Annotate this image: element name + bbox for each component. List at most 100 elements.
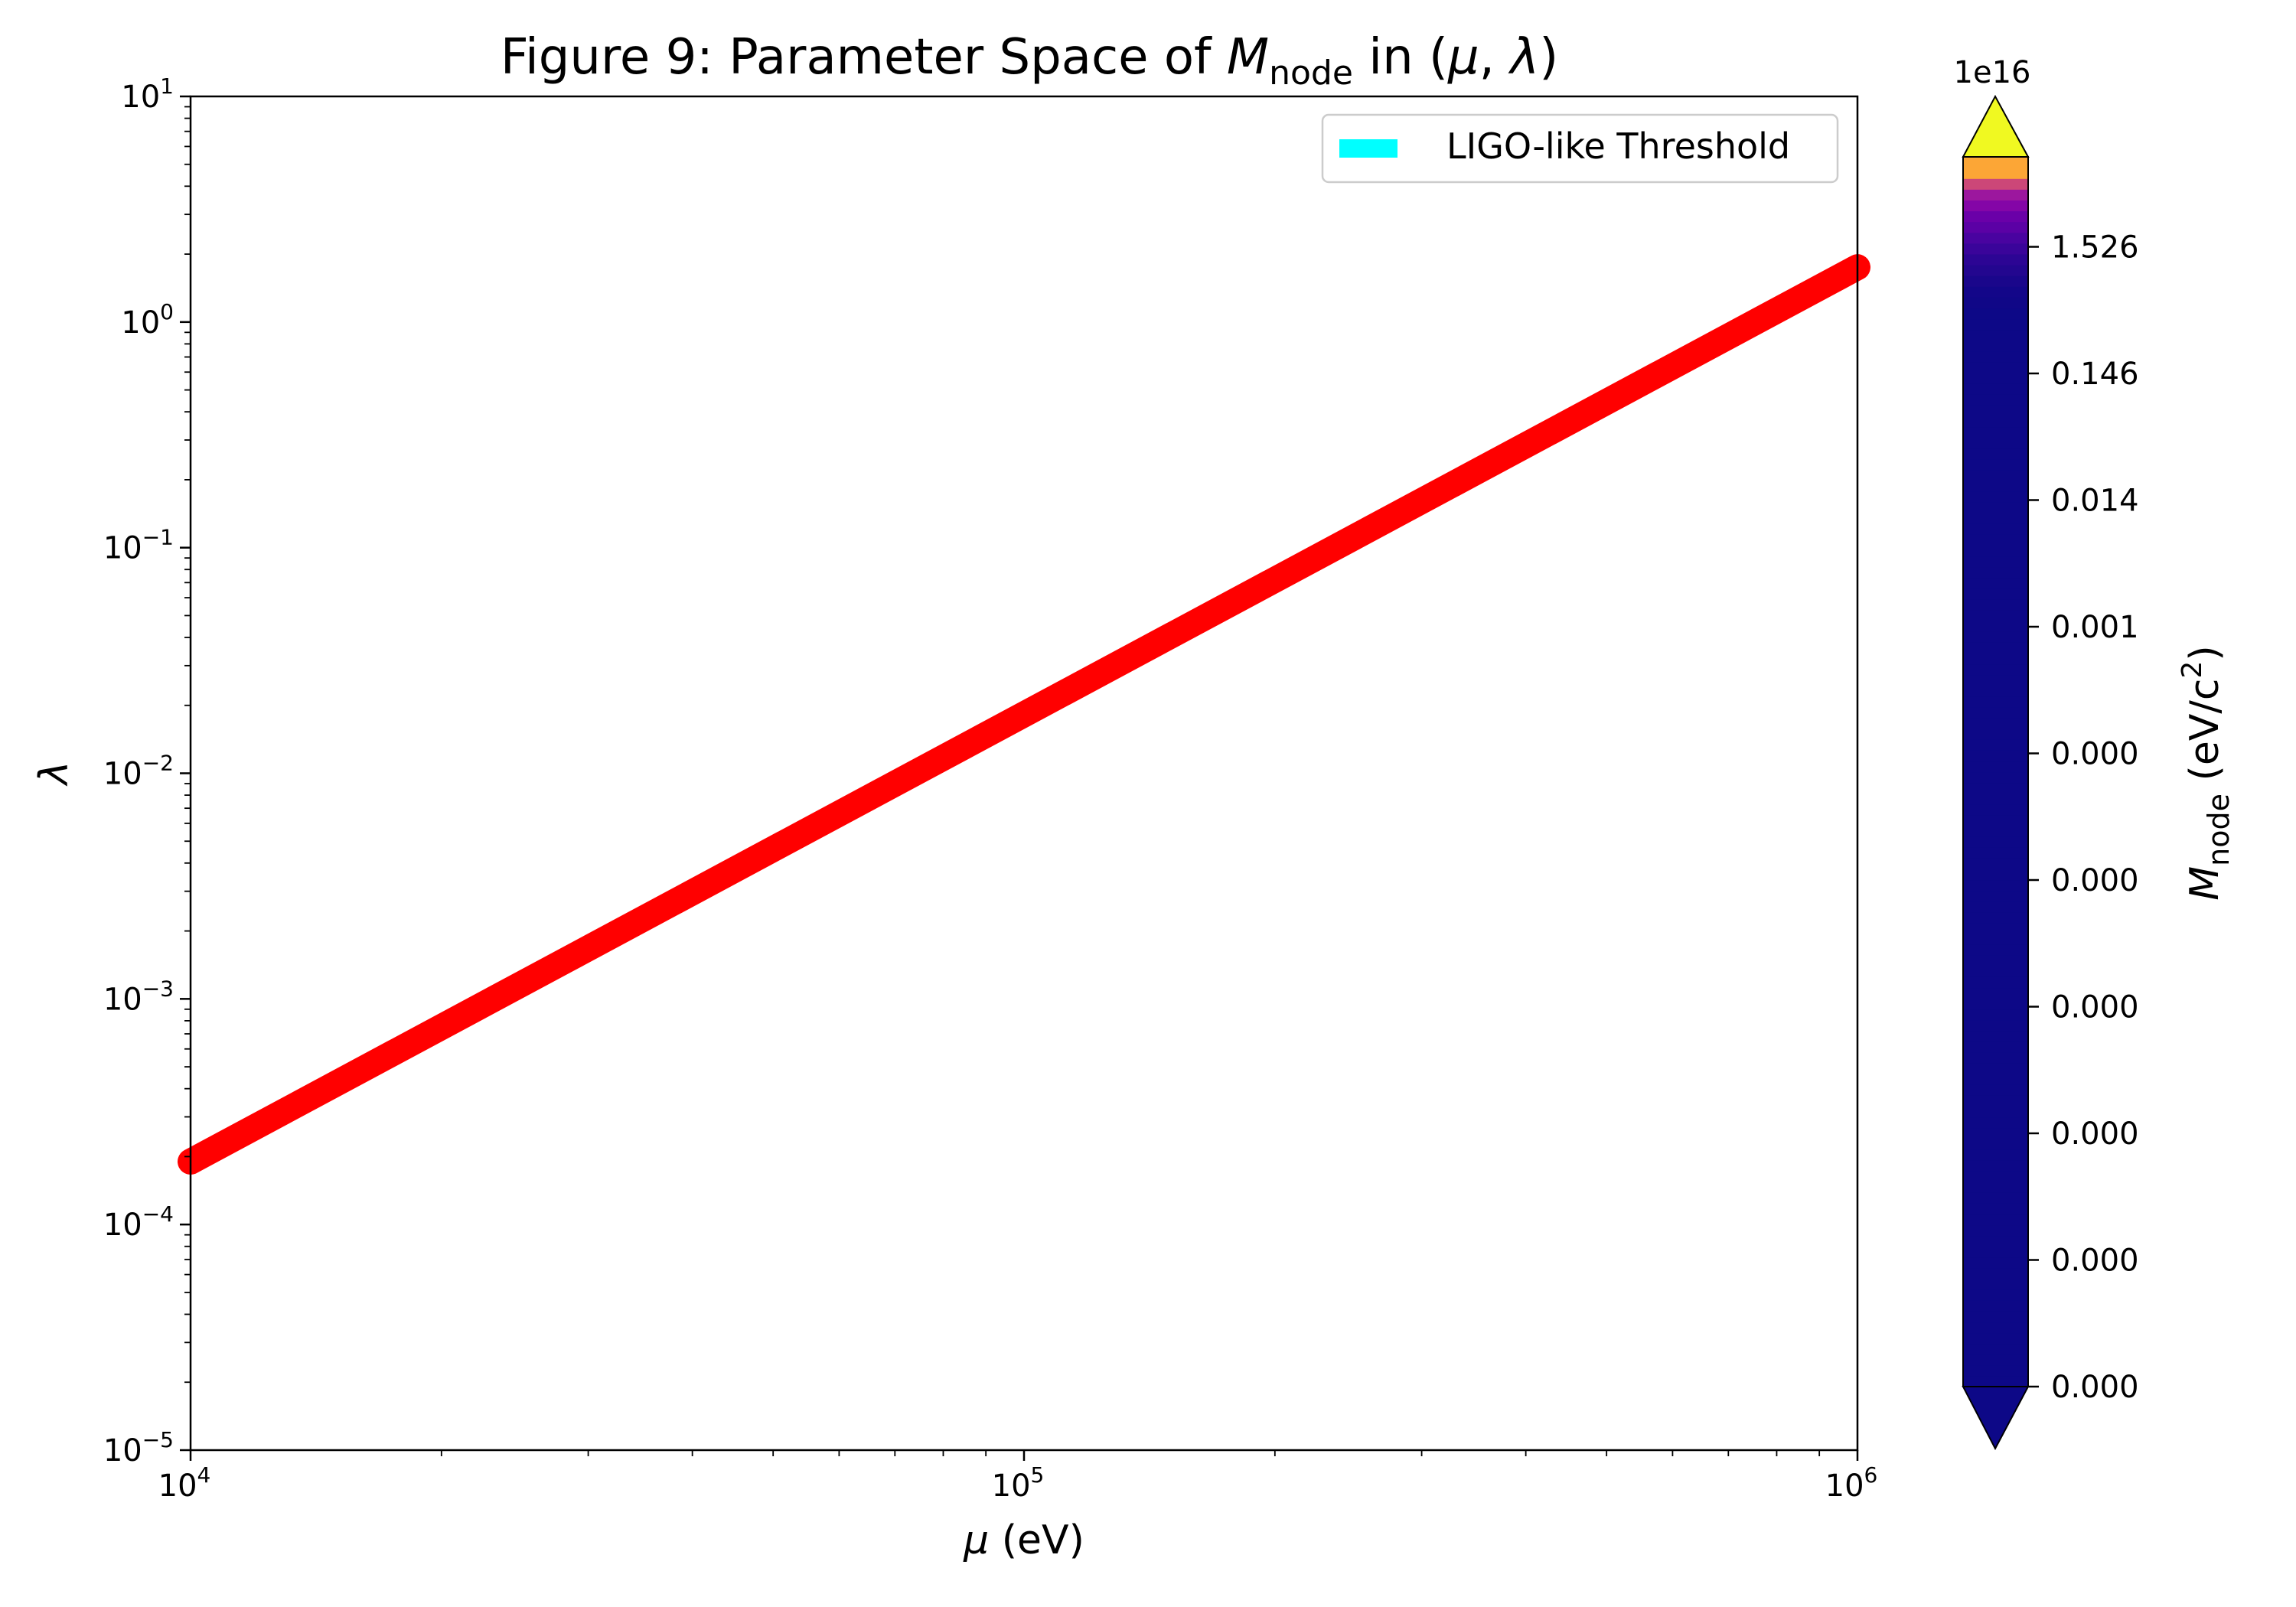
y-tick-label-2: 10−3 [103, 976, 174, 1017]
colorbar-band [1963, 890, 2028, 902]
y-tick-label-6: 101 [121, 73, 174, 115]
x-tick-label-0: 104 [158, 1462, 211, 1504]
colorbar-band [1963, 534, 2028, 546]
colorbar-band [1963, 566, 2028, 579]
colorbar-tick-label-9: 1.526 [2051, 230, 2139, 266]
colorbar-band [1963, 372, 2028, 384]
colorbar-band [1963, 1149, 2028, 1161]
colorbar-band [1963, 1235, 2028, 1247]
colorbar-band [1963, 1257, 2028, 1269]
colorbar-band [1963, 491, 2028, 503]
colorbar-band [1963, 264, 2028, 276]
colorbar-tick-label-0: 0.000 [2051, 1370, 2139, 1405]
y-tick-label-3: 10−2 [103, 751, 174, 792]
colorbar-band [1963, 340, 2028, 352]
colorbar-band [1963, 243, 2028, 255]
colorbar-band [1963, 1138, 2028, 1150]
colorbar-band [1963, 1127, 2028, 1139]
colorbar-band [1963, 621, 2028, 632]
colorbar-band [1963, 729, 2028, 740]
colorbar-band [1963, 1224, 2028, 1237]
colorbar-band [1963, 1375, 2028, 1387]
colorbar-band [1963, 513, 2028, 524]
colorbar-band [1963, 1267, 2028, 1279]
colorbar-band [1963, 286, 2028, 298]
colorbar-band [1963, 663, 2028, 676]
colorbar-band [1963, 437, 2028, 449]
y-axis: 10−5 10−4 10−3 10−2 10−1 100 101 [103, 73, 191, 1468]
x-tick-label-2: 106 [1825, 1462, 1878, 1504]
colorbar-band [1963, 1343, 2028, 1355]
colorbar-band [1963, 383, 2028, 395]
colorbar-band [1963, 793, 2028, 805]
colorbar-band [1963, 1354, 2028, 1366]
colorbar-band [1963, 232, 2028, 244]
colorbar-band [1963, 1041, 2028, 1053]
colorbar-band [1963, 976, 2028, 989]
colorbar-band [1963, 598, 2028, 611]
colorbar-band [1963, 879, 2028, 892]
colorbar-band [1963, 901, 2028, 913]
y-axis-label: λ [31, 761, 77, 787]
colorbar-band [1963, 545, 2028, 557]
colorbar-band [1963, 329, 2028, 341]
colorbar-tick-label-7: 0.014 [2051, 484, 2139, 519]
colorbar-band [1963, 804, 2028, 816]
colorbar-band [1963, 556, 2028, 568]
colorbar-tick-label-6: 0.001 [2051, 610, 2139, 645]
colorbar-band [1963, 1182, 2028, 1193]
legend-label: LIGO-like Threshold [1446, 125, 1790, 167]
colorbar-band [1963, 1116, 2028, 1129]
legend-swatch [1339, 139, 1397, 158]
colorbar-band [1963, 1009, 2028, 1021]
colorbar-band [1963, 642, 2028, 654]
colorbar-band [1963, 318, 2028, 331]
colorbar-band [1963, 297, 2028, 308]
colorbar-extend-over [1962, 94, 2030, 158]
colorbar-band [1963, 966, 2028, 977]
colorbar-band [1963, 523, 2028, 535]
colorbar-band [1963, 1030, 2028, 1042]
legend-box [1321, 113, 1839, 184]
colorbar-band [1963, 210, 2028, 223]
colorbar-band [1963, 1332, 2028, 1345]
colorbar-tick-label-4: 0.000 [2051, 863, 2139, 898]
y-tick-label-5: 100 [121, 299, 174, 341]
x-axis: 104 105 106 [158, 1450, 1878, 1504]
colorbar-band [1963, 696, 2028, 708]
colorbar-band [1963, 1300, 2028, 1312]
colorbar-band [1963, 847, 2028, 859]
colorbar-tick-label-8: 0.146 [2051, 357, 2139, 392]
colorbar-band [1963, 469, 2028, 481]
colorbar-band [1963, 1322, 2028, 1334]
y-tick-label-4: 10−1 [103, 525, 174, 566]
colorbar-band [1963, 394, 2028, 406]
colorbar-band [1963, 674, 2028, 686]
colorbar-band [1963, 1063, 2028, 1074]
x-axis-label: μ (eV) [963, 1517, 1084, 1563]
colorbar-band [1963, 189, 2028, 200]
colorbar-band [1963, 1246, 2028, 1258]
x-tick-label-1: 105 [992, 1462, 1045, 1504]
colorbar-band [1963, 944, 2028, 956]
colorbar-band [1963, 1311, 2028, 1323]
colorbar-band [1963, 987, 2028, 999]
colorbar-band [1963, 1159, 2028, 1172]
chart-title: Figure 9: Parameter Space of Mnode in (μ… [501, 29, 1558, 93]
colorbar-label: Mnode (eV/c2) [2177, 645, 2236, 900]
colorbar-tick-label-2: 0.000 [2051, 1116, 2139, 1152]
colorbar-band [1963, 1019, 2028, 1032]
colorbar: 1e16 0.000 0.000 0.000 0.000 0.000 0.000 0.001… [1954, 55, 2236, 1451]
colorbar-extend-under [1962, 1386, 2030, 1451]
colorbar-band [1963, 858, 2028, 869]
colorbar-band [1963, 1095, 2028, 1107]
y-tick-label-1: 10−4 [103, 1201, 174, 1243]
colorbar-band [1963, 1171, 2028, 1182]
colorbar-band [1963, 922, 2028, 934]
colorbar-offset-text: 1e16 [1954, 55, 2031, 90]
colorbar-band [1963, 1279, 2028, 1290]
colorbar-band [1963, 631, 2028, 643]
data-layer [178, 254, 1870, 1175]
colorbar-band [1963, 221, 2028, 233]
colorbar-band [1963, 480, 2028, 492]
